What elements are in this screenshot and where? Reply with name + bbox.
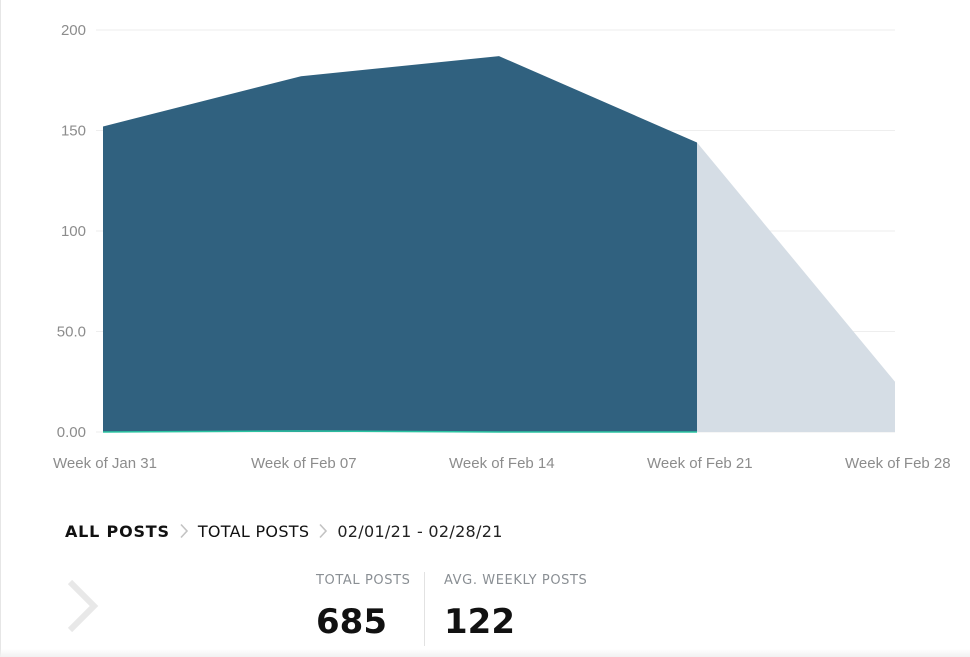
x-tick-label: Week of Feb 28 bbox=[845, 455, 951, 472]
y-tick-label: 0.00 bbox=[57, 424, 86, 441]
chevron-right-icon bbox=[170, 523, 198, 539]
stat-value: 122 bbox=[444, 602, 515, 642]
series-area-2 bbox=[102, 430, 697, 433]
series-area-1 bbox=[697, 142, 895, 432]
bottom-shadow bbox=[0, 649, 970, 657]
chevron-right-icon[interactable] bbox=[62, 578, 102, 639]
y-tick-label: 100 bbox=[61, 223, 86, 240]
breadcrumb-all-posts[interactable]: ALL POSTS bbox=[65, 521, 170, 541]
y-tick-label: 150 bbox=[61, 123, 86, 140]
x-tick-label: Week of Feb 07 bbox=[251, 455, 357, 472]
x-tick-label: Week of Feb 14 bbox=[449, 455, 555, 472]
x-tick-label: Week of Jan 31 bbox=[53, 455, 157, 472]
frame-border bbox=[0, 0, 1, 657]
stat-total-posts: TOTAL POSTS 685 bbox=[316, 573, 411, 642]
stat-avg-weekly-posts: AVG. WEEKLY POSTS 122 bbox=[444, 573, 587, 642]
y-tick-label: 200 bbox=[61, 22, 86, 39]
breadcrumb: ALL POSTS TOTAL POSTS 02/01/21 - 02/28/2… bbox=[65, 519, 503, 543]
stat-label: TOTAL POSTS bbox=[316, 573, 411, 588]
series-area-0 bbox=[103, 56, 697, 432]
breadcrumb-date-range: 02/01/21 - 02/28/21 bbox=[337, 521, 503, 541]
stat-label: AVG. WEEKLY POSTS bbox=[444, 573, 588, 588]
area-chart: 0.00 50.0 100 150 200 Week of Jan 31 Week of F… bbox=[53, 22, 951, 472]
stats-bar: TOTAL POSTS 685 AVG. WEEKLY POSTS 122 bbox=[0, 566, 970, 657]
divider bbox=[424, 572, 425, 646]
breadcrumb-total-posts[interactable]: TOTAL POSTS bbox=[197, 521, 310, 541]
x-tick-label: Week of Feb 21 bbox=[647, 455, 753, 472]
y-tick-label: 50.0 bbox=[57, 324, 86, 341]
stat-value: 685 bbox=[316, 602, 387, 642]
chevron-right-icon bbox=[309, 523, 337, 539]
